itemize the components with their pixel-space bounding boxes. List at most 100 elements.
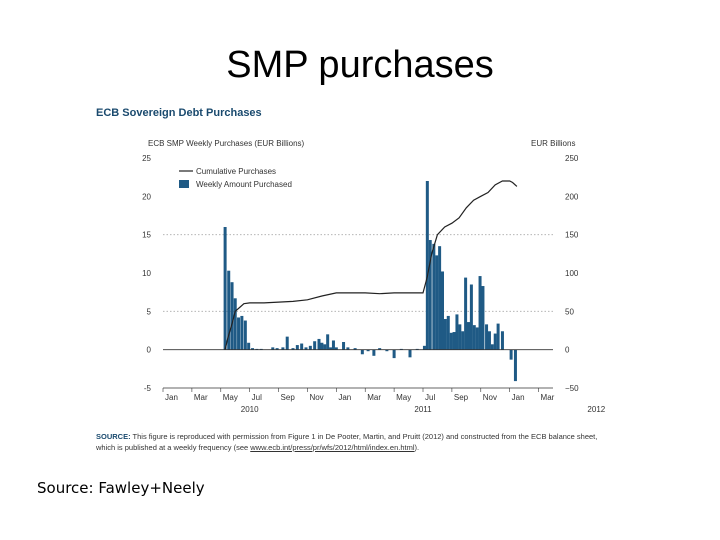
chart-title: ECB Sovereign Debt Purchases	[96, 107, 262, 119]
line-layer	[224, 180, 518, 350]
x-tick-label: Nov	[309, 393, 323, 402]
x-year-label: 2010	[241, 405, 259, 414]
bar	[509, 349, 513, 360]
bar	[493, 333, 497, 350]
bar	[281, 347, 285, 350]
bar	[455, 314, 459, 350]
source-note-link[interactable]: www.ecb.int/press/pr/wfs/2012/html/index…	[250, 443, 415, 452]
x-tick-label: Mar	[367, 393, 381, 402]
y2-tick-label: 100	[565, 269, 579, 278]
bar	[304, 347, 308, 350]
bar	[392, 349, 396, 359]
legend-label-cumulative: Cumulative Purchases	[196, 167, 276, 176]
bar	[300, 343, 304, 350]
cumulative-line	[224, 180, 518, 350]
slide-title: SMP purchases	[226, 44, 494, 86]
bar	[237, 317, 241, 350]
bar	[378, 348, 382, 350]
bar	[461, 331, 465, 350]
y-tick-label: 20	[142, 192, 151, 201]
bar	[308, 345, 312, 350]
y2-tick-label: 0	[565, 346, 570, 355]
bar	[464, 277, 468, 350]
source-note-text-2: ).	[414, 443, 420, 452]
bar	[346, 347, 350, 350]
bar	[291, 348, 295, 350]
bar	[485, 324, 489, 350]
y2-axis-label: EUR Billions	[531, 139, 575, 148]
y-tick-label: 15	[142, 231, 151, 240]
x-tick-label: Mar	[541, 393, 555, 402]
bar	[295, 345, 299, 350]
bar	[251, 348, 255, 350]
bar	[500, 331, 504, 350]
bar	[243, 320, 247, 350]
bar	[342, 342, 346, 350]
x-year-label: 2011	[414, 405, 432, 414]
y-tick-label: 10	[142, 269, 151, 278]
bar	[422, 345, 426, 350]
bar	[441, 271, 444, 350]
bar	[385, 349, 389, 352]
bar	[428, 240, 432, 350]
bar	[481, 286, 485, 350]
bar	[323, 344, 327, 350]
bar	[435, 255, 439, 350]
bar	[240, 315, 244, 350]
bar	[247, 342, 251, 350]
bar	[366, 349, 370, 352]
bar	[360, 349, 364, 355]
y2-tick-label: 50	[565, 307, 574, 316]
bar	[233, 298, 237, 350]
bar	[320, 342, 324, 350]
bar	[487, 331, 491, 350]
footer-source: Source: Fawley+Neely	[37, 479, 205, 497]
bar	[230, 282, 234, 350]
bar	[285, 336, 289, 350]
bar	[317, 338, 321, 350]
bar	[458, 324, 462, 350]
bar	[452, 332, 456, 350]
source-note-text-1: This figure is reproduced with permissio…	[96, 432, 598, 452]
bar	[490, 344, 494, 350]
bar	[478, 276, 482, 350]
bar	[438, 246, 442, 350]
x-tick-label: Sep	[454, 393, 469, 402]
x-tick-label: Jan	[512, 393, 525, 402]
bar	[353, 348, 357, 350]
x-tick-label: May	[223, 393, 238, 402]
source-note: SOURCE: This figure is reproduced with p…	[96, 431, 616, 453]
y2-tick-label: −50	[565, 384, 579, 393]
bars-layer	[223, 181, 517, 382]
bar	[331, 340, 335, 350]
bar	[313, 341, 317, 350]
bar	[408, 349, 412, 358]
y-tick-label: 25	[142, 154, 151, 163]
y-tick-label: 5	[147, 307, 152, 316]
bar	[275, 348, 279, 350]
x-tick-label: May	[396, 393, 411, 402]
bar	[472, 325, 476, 350]
legend-label-weekly: Weekly Amount Purchased	[196, 180, 292, 189]
y2-tick-label: 250	[565, 154, 579, 163]
x-tick-label: Jul	[252, 393, 262, 402]
legend: Cumulative Purchases Weekly Amount Purch…	[179, 167, 292, 189]
x-tick-label: Mar	[194, 393, 208, 402]
bar	[271, 347, 275, 350]
x-tick-label: Jul	[425, 393, 435, 402]
grid-layer	[163, 234, 553, 312]
bar	[425, 181, 429, 350]
bar	[334, 347, 338, 350]
bar	[449, 332, 453, 350]
x-tick-label: Jan	[165, 393, 178, 402]
y-tick-label: 0	[147, 346, 152, 355]
x-tick-label: Nov	[483, 393, 497, 402]
bar	[372, 349, 376, 356]
y-tick-label: -5	[144, 384, 152, 393]
bar	[329, 347, 333, 350]
bar	[223, 227, 227, 350]
x-tick-label: Jan	[338, 393, 351, 402]
legend-bar-swatch	[179, 180, 189, 188]
